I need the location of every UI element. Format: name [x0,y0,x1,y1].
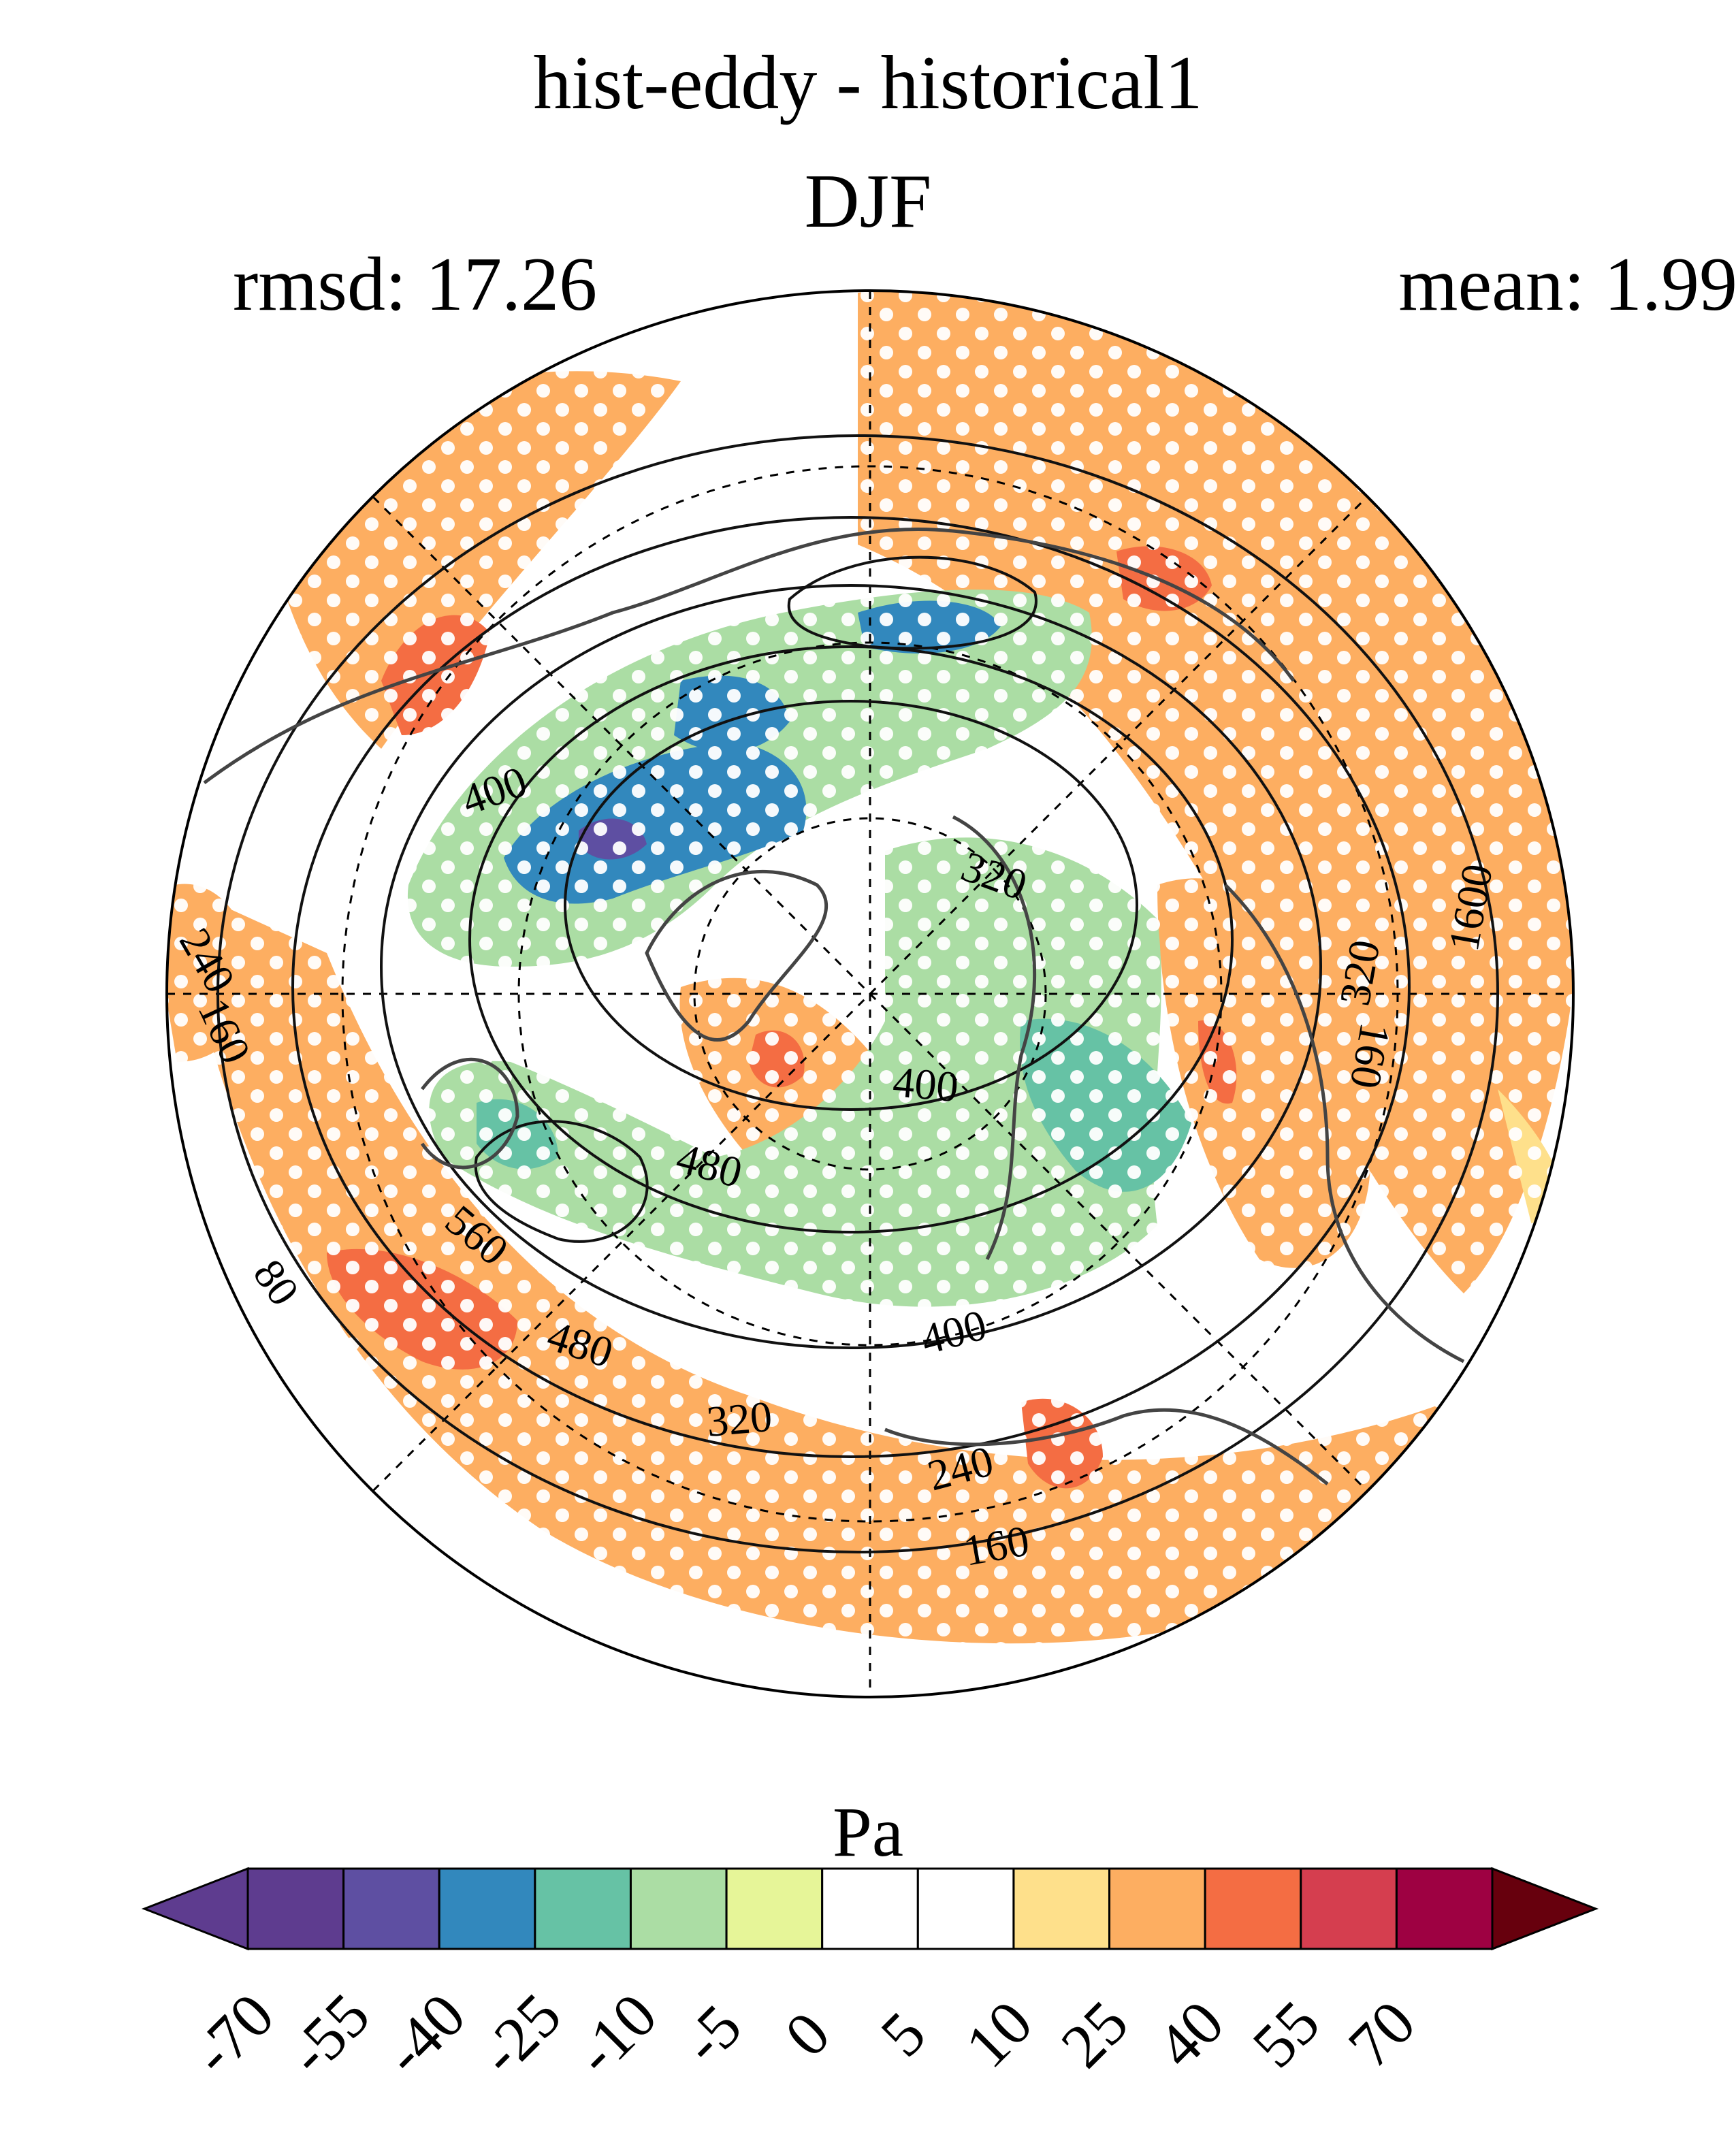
colorbar-cell [438,1867,536,1950]
colorbar-tick-label: -40 [370,1980,479,2088]
coastlines [203,527,1465,1485]
figure-title: hist-eddy - historical1 [533,41,1203,125]
contour-label: 320 [705,1392,774,1446]
contour-label: 320 [1330,937,1389,1010]
colorbar-tick-label: 55 [1239,1987,1332,2080]
rmsd-label: rmsd: 17.26 [233,242,598,327]
colorbar-cell [1108,1867,1206,1950]
colorbar-tick-label: 25 [1048,1987,1141,2080]
colorbar-tick-label: -5 [669,1991,754,2077]
colorbar-tick-label: 10 [952,1987,1045,2080]
colorbar-tick-label: -55 [274,1980,383,2088]
map-boundary [165,289,1575,1698]
colorbar-tick-label: 70 [1335,1987,1428,2080]
colorbar-tick-label: 5 [867,1999,939,2070]
contour-label: 400 [891,1057,961,1111]
mean-label: mean: 1.99 [1398,242,1736,327]
colorbar-cell [916,1867,1015,1950]
season-label: DJF [804,159,932,244]
colorbar-cell [534,1867,632,1950]
colorbar-cell [629,1867,728,1950]
colorbar-cell [1300,1867,1398,1950]
colorbar-tick-label: 0 [771,1999,843,2070]
colorbar-tick-labels: -70-55-40-25-10-5 0 5 10 25 40 55 70 [179,1980,1428,2088]
colorbar-cell [1395,1867,1494,1950]
colorbar-cell [342,1867,440,1950]
colorbar-cell [725,1867,824,1950]
colorbar-tick-label: -10 [562,1980,670,2088]
colorbar-under-triangle [141,1867,249,1951]
contour-label: 160 [960,1516,1033,1575]
colorbar-cell [1012,1867,1111,1950]
colorbar-over-triangle [1491,1867,1599,1951]
colorbar-units: Pa [833,1793,903,1871]
colorbar-tick-label: 40 [1144,1987,1237,2080]
colorbar-tick-label: -70 [179,1980,287,2088]
colorbar-cell [246,1867,345,1950]
colorbar-tick-label: -25 [466,1980,575,2088]
climatology-contours [216,434,1499,1553]
lat-lon-grid [167,291,1573,1697]
contour-label: 160 [1341,1020,1400,1093]
polar-map: 400 320 240 160 400 480 560 80 480 400 3… [165,289,1575,1698]
colorbar-cells [246,1867,1494,1950]
colorbar-cell [1204,1867,1302,1950]
colorbar-cell [821,1867,919,1950]
